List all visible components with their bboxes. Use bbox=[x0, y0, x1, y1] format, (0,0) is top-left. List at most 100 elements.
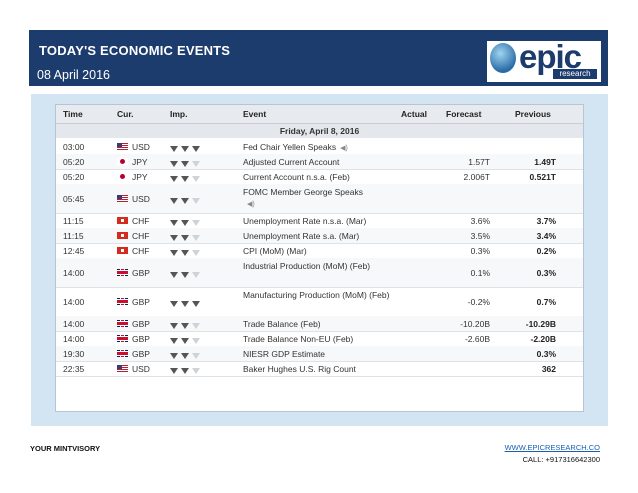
previous-value: 3.7% bbox=[536, 216, 556, 226]
previous-value: -2.20B bbox=[530, 334, 556, 344]
table-row: 05:20 JPY Adjusted Current Account 1.57T 1.4… bbox=[56, 154, 583, 170]
table-row: 14:00 GBP Trade Balance (Feb) -10.20B -10.29… bbox=[56, 316, 583, 332]
importance-indicator bbox=[170, 158, 203, 168]
forecast-value: -0.2% bbox=[467, 297, 490, 307]
previous-value: -10.29B bbox=[525, 319, 556, 329]
currency-code: CHF bbox=[132, 246, 150, 256]
bull-icon bbox=[170, 300, 178, 307]
calendar-panel: Time Cur. Imp. Event Actual Forecast Pre… bbox=[31, 94, 608, 426]
bull-icon bbox=[181, 367, 189, 374]
currency-code: GBP bbox=[132, 334, 150, 344]
event-name-text: Trade Balance (Feb) bbox=[243, 319, 321, 329]
economic-calendar-table: Time Cur. Imp. Event Actual Forecast Pre… bbox=[55, 104, 584, 412]
event-time: 19:30 bbox=[63, 349, 85, 359]
event-time: 05:20 bbox=[63, 172, 85, 182]
header-banner: TODAY'S ECONOMIC EVENTS 08 April 2016 ep… bbox=[29, 30, 608, 86]
bull-icon bbox=[181, 197, 189, 204]
table-row: 12:45 CHF CPI (MoM) (Mar) 0.3% 0.2% bbox=[56, 243, 583, 259]
speech-icon: ◀) bbox=[247, 201, 255, 208]
day-header-row: Friday, April 8, 2016 bbox=[56, 124, 583, 138]
event-time: 03:00 bbox=[63, 142, 85, 152]
currency-code: USD bbox=[132, 194, 150, 204]
event-name-text: NIESR GDP Estimate bbox=[243, 349, 326, 359]
table-row: 03:00 USD Fed Chair Yellen Speaks ◀) bbox=[56, 139, 583, 155]
footer-brand: YOUR MINTVISORY bbox=[30, 444, 101, 453]
event-name: Trade Balance Non-EU (Feb) bbox=[243, 334, 353, 345]
event-name: Current Account n.s.a. (Feb) bbox=[243, 172, 350, 183]
bull-icon bbox=[192, 367, 200, 374]
currency-code: GBP bbox=[132, 319, 150, 329]
table-row: 05:45 USD FOMC Member George Speaks ◀) bbox=[56, 184, 583, 214]
previous-value: 3.4% bbox=[536, 231, 556, 241]
event-name: Fed Chair Yellen Speaks ◀) bbox=[243, 142, 348, 154]
col-time-header: Time bbox=[63, 109, 83, 119]
speech-icon: ◀) bbox=[340, 145, 348, 152]
flag-jp-icon bbox=[117, 173, 128, 180]
event-time: 14:00 bbox=[63, 268, 85, 278]
col-importance-header: Imp. bbox=[170, 109, 188, 119]
bull-icon bbox=[170, 337, 178, 344]
forecast-value: 1.57T bbox=[468, 157, 490, 167]
col-currency-header: Cur. bbox=[117, 109, 134, 119]
col-forecast-header: Forecast bbox=[446, 109, 482, 119]
importance-indicator bbox=[170, 173, 203, 183]
event-name: NIESR GDP Estimate bbox=[243, 349, 325, 360]
event-name-text: Adjusted Current Account bbox=[243, 157, 340, 167]
flag-gb-icon bbox=[117, 298, 128, 305]
flag-gb-icon bbox=[117, 335, 128, 342]
bull-icon bbox=[192, 219, 200, 226]
event-name-text: Trade Balance Non-EU (Feb) bbox=[243, 334, 354, 344]
bull-icon bbox=[170, 367, 178, 374]
bull-icon bbox=[181, 145, 189, 152]
bull-icon bbox=[181, 175, 189, 182]
event-name-text: Current Account n.s.a. (Feb) bbox=[243, 172, 350, 182]
currency-code: JPY bbox=[132, 157, 148, 167]
event-name: Baker Hughes U.S. Rig Count bbox=[243, 364, 356, 375]
bull-icon bbox=[181, 271, 189, 278]
bull-icon bbox=[170, 322, 178, 329]
event-time: 14:00 bbox=[63, 319, 85, 329]
currency-code: USD bbox=[132, 364, 150, 374]
event-time: 14:00 bbox=[63, 334, 85, 344]
previous-value: 1.49T bbox=[534, 157, 556, 167]
bull-icon bbox=[170, 175, 178, 182]
table-row: 22:35 USD Baker Hughes U.S. Rig Count 362 bbox=[56, 361, 583, 377]
event-name-text: Unemployment Rate s.a. (Mar) bbox=[243, 231, 360, 241]
logo-word: epic bbox=[519, 38, 582, 75]
event-name: Trade Balance (Feb) bbox=[243, 319, 321, 330]
importance-indicator bbox=[170, 195, 203, 205]
table-row: 19:30 GBP NIESR GDP Estimate 0.3% bbox=[56, 346, 583, 362]
flag-gb-icon bbox=[117, 320, 128, 327]
phone-number: CALL: +917316642300 bbox=[522, 455, 600, 464]
event-name: Industrial Production (MoM) (Feb) bbox=[243, 261, 373, 272]
bull-icon bbox=[192, 271, 200, 278]
previous-value: 0.521T bbox=[529, 172, 556, 182]
importance-indicator bbox=[170, 365, 203, 375]
website-link[interactable]: WWW.EPICRESEARCH.CO bbox=[504, 443, 600, 452]
forecast-value: -10.20B bbox=[460, 319, 490, 329]
event-name-text: Baker Hughes U.S. Rig Count bbox=[243, 364, 356, 374]
globe-icon bbox=[490, 43, 516, 73]
bull-icon bbox=[170, 271, 178, 278]
bull-icon bbox=[170, 160, 178, 167]
page-title: TODAY'S ECONOMIC EVENTS bbox=[39, 43, 231, 58]
event-time: 12:45 bbox=[63, 246, 85, 256]
flag-ch-icon bbox=[117, 232, 128, 239]
bull-icon bbox=[170, 219, 178, 226]
forecast-value: 3.5% bbox=[470, 231, 490, 241]
event-name-text: FOMC Member George Speaks bbox=[243, 187, 363, 197]
currency-code: CHF bbox=[132, 231, 150, 241]
event-name-text: Industrial Production (MoM) (Feb) bbox=[243, 261, 371, 271]
currency-code: GBP bbox=[132, 297, 150, 307]
previous-value: 0.7% bbox=[536, 297, 556, 307]
bull-icon bbox=[181, 249, 189, 256]
currency-code: GBP bbox=[132, 268, 150, 278]
event-name: Unemployment Rate s.a. (Mar) bbox=[243, 231, 359, 242]
table-row: 11:15 CHF Unemployment Rate n.s.a. (Mar) 3.… bbox=[56, 213, 583, 229]
col-event-header: Event bbox=[243, 109, 267, 119]
logo-tagline-bar bbox=[487, 33, 601, 41]
flag-us-icon bbox=[117, 195, 128, 202]
currency-code: CHF bbox=[132, 216, 150, 226]
importance-indicator bbox=[170, 232, 203, 242]
epic-research-logo: epic research bbox=[487, 33, 601, 82]
